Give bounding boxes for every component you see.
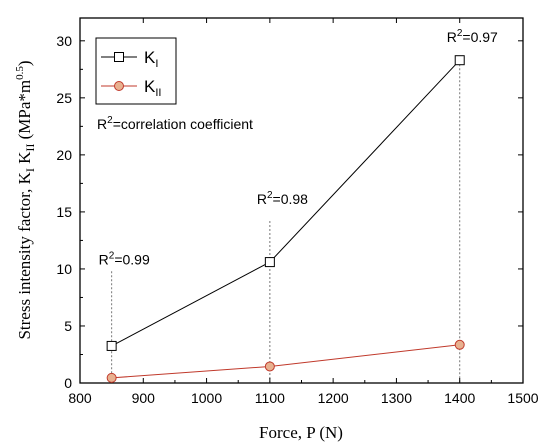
r2-annotation: R2=0.99 [99, 250, 150, 267]
data-point-k2 [264, 361, 275, 372]
y-axis-title: Stress intensity factor, KI KII (MPa*m0.… [14, 60, 37, 339]
legend-marker-k2 [114, 81, 124, 91]
r2-annotation: R2=0.98 [257, 190, 308, 207]
y-tick-label: 25 [56, 90, 72, 106]
annotation-labels: R2=0.99 R2=0.98 R2=0.97 [99, 28, 498, 267]
data-point-k1 [106, 340, 117, 351]
y-tick-label: 20 [56, 147, 72, 163]
annotation-lines [111, 60, 461, 383]
y-tick-label: 5 [64, 318, 72, 334]
data-point-k1 [454, 55, 465, 66]
r2-annotation: R2=0.97 [447, 28, 498, 45]
x-tick-label: 1000 [191, 390, 222, 406]
legend-label-k2: KII [144, 77, 161, 99]
series-line-2 [111, 344, 460, 379]
data-point-k2 [106, 372, 117, 383]
x-tick-label: 1200 [318, 390, 349, 406]
x-tick-label: 900 [132, 390, 156, 406]
series-layer [106, 55, 465, 383]
data-point-k1 [264, 257, 275, 268]
y-tick-label: 10 [56, 261, 72, 277]
correlation-note: R2=correlation coefficient [97, 115, 253, 132]
legend-marker-k1 [114, 52, 124, 62]
y-tick-label: 15 [56, 204, 72, 220]
y-tick-label: 0 [64, 375, 72, 391]
x-tick-label: 800 [68, 390, 92, 406]
legend-label-k1: KI [144, 48, 158, 70]
legend: KI KII [95, 37, 177, 105]
y-tick-label: 30 [56, 33, 72, 49]
x-tick-label: 1400 [444, 390, 475, 406]
x-tick-label: 1500 [507, 390, 538, 406]
x-tick-label: 1300 [381, 390, 412, 406]
axis-ticks: 800 900 1000 1100 1200 1300 1400 1500 0 5 10 15 20 25… [56, 18, 539, 406]
x-axis-title: Force, P (N) [259, 423, 343, 442]
legend-box [95, 37, 177, 105]
x-tick-label: 1100 [255, 390, 285, 406]
data-point-k2 [454, 339, 465, 350]
